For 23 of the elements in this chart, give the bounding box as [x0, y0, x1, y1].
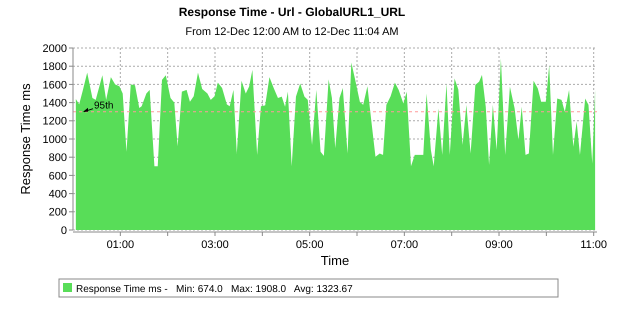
y-tick-label: 600	[48, 170, 67, 182]
y-tick-label: 0	[60, 224, 67, 237]
ref-line-label: 95th	[94, 100, 114, 112]
y-tick-label: 200	[48, 206, 67, 219]
y-tick-label: 1000	[42, 134, 67, 146]
y-tick-label: 1200	[42, 116, 67, 128]
y-tick-label: 2000	[42, 42, 67, 55]
x-tick-label: 01:00	[106, 239, 134, 251]
y-axis-title: Response Time ms	[18, 82, 33, 195]
chart-subtitle: From 12-Dec 12:00 AM to 12-Dec 11:04 AM	[185, 26, 399, 38]
x-tick-label: 03:00	[201, 239, 229, 251]
y-tick-label: 400	[48, 188, 67, 200]
x-tick-label: 05:00	[296, 239, 324, 251]
y-tick-label: 1400	[42, 97, 67, 110]
legend-label: Response Time ms - Min: 674.0 Max: 1908.0 Avg: 1323.67	[76, 284, 354, 295]
x-tick-label: 09:00	[485, 239, 513, 251]
y-tick-label: 1600	[42, 79, 67, 92]
x-tick-label: 07:00	[390, 239, 418, 251]
x-axis-title: Time	[320, 253, 350, 268]
y-tick-label: 800	[48, 152, 67, 164]
y-tick-label: 1800	[42, 61, 67, 74]
chart-title: Response Time - Url - GlobalURL1_URL	[178, 5, 406, 19]
x-tick-label: 11:00	[580, 239, 608, 251]
